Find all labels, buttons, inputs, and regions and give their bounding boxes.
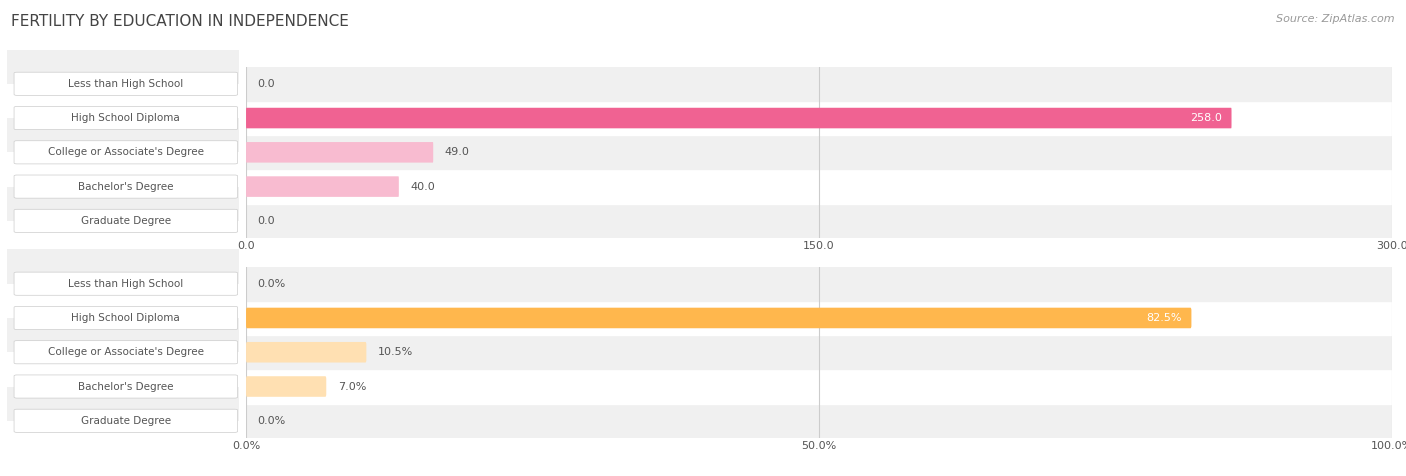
- FancyBboxPatch shape: [246, 142, 433, 163]
- Text: 49.0: 49.0: [444, 147, 470, 158]
- Text: 7.0%: 7.0%: [337, 381, 366, 392]
- FancyBboxPatch shape: [246, 108, 1232, 129]
- Text: Less than High School: Less than High School: [69, 278, 183, 289]
- Text: High School Diploma: High School Diploma: [72, 113, 180, 123]
- Text: Source: ZipAtlas.com: Source: ZipAtlas.com: [1277, 14, 1395, 24]
- Bar: [246, 301, 1392, 335]
- Text: 0.0%: 0.0%: [257, 416, 285, 426]
- Bar: [246, 204, 1392, 238]
- Text: 10.5%: 10.5%: [378, 347, 413, 357]
- Text: 0.0%: 0.0%: [257, 278, 285, 289]
- Bar: [246, 404, 1392, 438]
- Text: Graduate Degree: Graduate Degree: [80, 416, 172, 426]
- Text: 82.5%: 82.5%: [1147, 313, 1182, 323]
- Bar: [246, 101, 1392, 135]
- Text: 0.0: 0.0: [257, 216, 276, 226]
- Bar: [246, 267, 1392, 301]
- Text: Graduate Degree: Graduate Degree: [80, 216, 172, 226]
- Bar: [246, 135, 1392, 169]
- Bar: [246, 369, 1392, 404]
- Text: Less than High School: Less than High School: [69, 79, 183, 89]
- Text: College or Associate's Degree: College or Associate's Degree: [48, 147, 204, 158]
- Text: High School Diploma: High School Diploma: [72, 313, 180, 323]
- Bar: [246, 169, 1392, 204]
- FancyBboxPatch shape: [246, 342, 367, 363]
- FancyBboxPatch shape: [246, 376, 326, 397]
- FancyBboxPatch shape: [246, 307, 1191, 328]
- Text: College or Associate's Degree: College or Associate's Degree: [48, 347, 204, 357]
- Text: FERTILITY BY EDUCATION IN INDEPENDENCE: FERTILITY BY EDUCATION IN INDEPENDENCE: [11, 14, 349, 30]
- Bar: [246, 335, 1392, 369]
- FancyBboxPatch shape: [246, 176, 399, 197]
- Bar: [246, 67, 1392, 101]
- Text: Bachelor's Degree: Bachelor's Degree: [79, 181, 173, 192]
- Text: 258.0: 258.0: [1191, 113, 1222, 123]
- Text: 0.0: 0.0: [257, 79, 276, 89]
- Text: Bachelor's Degree: Bachelor's Degree: [79, 381, 173, 392]
- Text: 40.0: 40.0: [411, 181, 434, 192]
